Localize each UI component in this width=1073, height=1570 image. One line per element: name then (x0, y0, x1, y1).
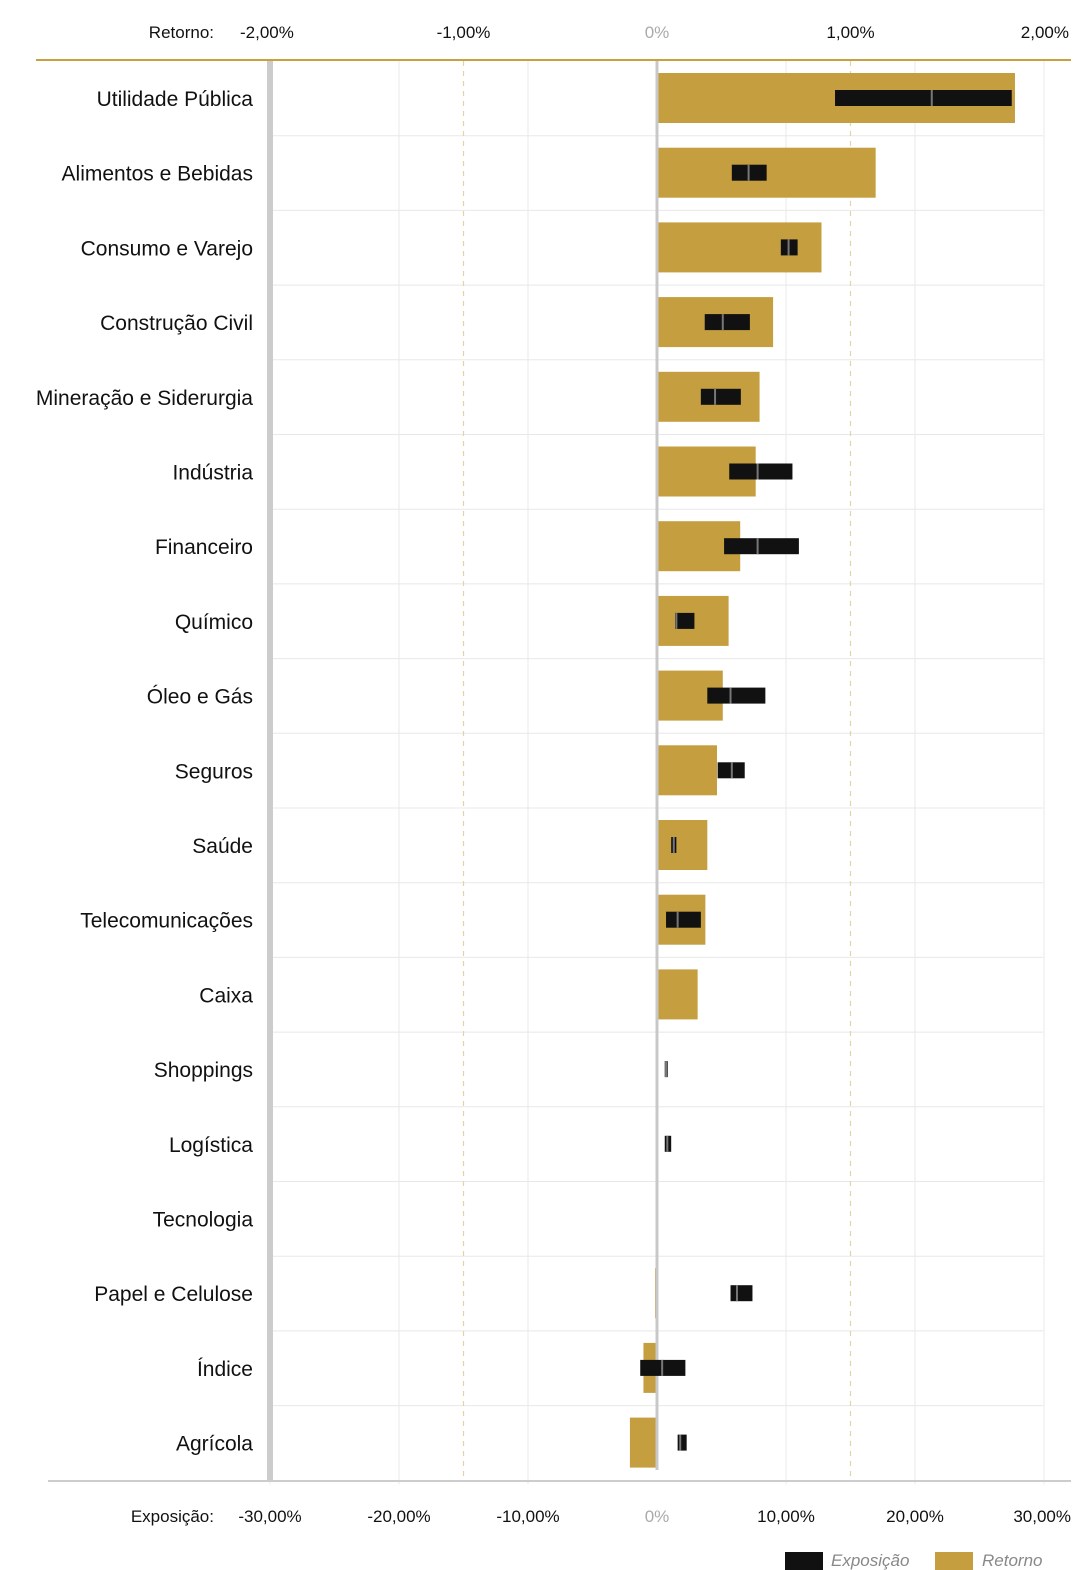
category-label: Financeiro (155, 536, 253, 559)
exposure-bar (707, 687, 766, 704)
return-tick-label: 1,00% (826, 23, 874, 42)
exposure-tick-label: 0% (645, 1507, 670, 1526)
category-label: Índice (197, 1358, 253, 1381)
return-bar (657, 745, 717, 796)
exposure-tick-label: 30,00% (1013, 1507, 1071, 1526)
category-label: Construção Civil (100, 312, 253, 335)
exposure-bar (675, 612, 695, 629)
return-tick-label: 0% (645, 23, 670, 42)
category-label: Óleo e Gás (147, 686, 253, 709)
legend-swatch-exposicao (785, 1552, 823, 1570)
category-label: Químico (175, 611, 253, 634)
category-label: Mineração e Siderurgia (36, 387, 253, 410)
exposure-tick-label: -20,00% (367, 1507, 430, 1526)
exposure-bar (666, 911, 701, 928)
category-label: Logística (169, 1134, 253, 1157)
category-label: Shoppings (154, 1059, 253, 1082)
category-label: Consumo e Varejo (81, 237, 253, 260)
return-axis-label: Retorno: (149, 23, 214, 42)
exposure-tick-label: -10,00% (496, 1507, 559, 1526)
return-tick-label: -1,00% (437, 23, 491, 42)
left-axis-bar (267, 61, 273, 1482)
return-tick-label: 2,00% (1021, 23, 1069, 42)
exposure-tick-label: 20,00% (886, 1507, 944, 1526)
category-label: Telecomunicações (80, 910, 253, 933)
return-tick-label: -2,00% (240, 23, 294, 42)
exposure-bar (835, 90, 1012, 106)
category-label: Tecnologia (153, 1209, 254, 1232)
return-bar (629, 1417, 657, 1468)
exposure-bar (730, 1285, 753, 1302)
exposure-bar (704, 314, 750, 331)
category-label: Caixa (199, 984, 253, 1007)
exposure-tick-label: -30,00% (238, 1507, 301, 1526)
exposure-bar (700, 388, 741, 405)
category-label: Indústria (172, 462, 253, 485)
exposure-bar (724, 538, 799, 555)
exposure-axis-label: Exposição: (131, 1507, 214, 1526)
return-bar (657, 969, 698, 1020)
category-label: Utilidade Pública (97, 88, 254, 111)
exposure-bar (677, 1434, 687, 1451)
category-label: Saúde (192, 835, 253, 858)
exposure-bar (729, 463, 793, 480)
legend-swatch-retorno (935, 1552, 973, 1570)
category-label: Papel e Celulose (94, 1283, 253, 1306)
legend-label-retorno: Retorno (982, 1551, 1042, 1570)
category-label: Agrícola (176, 1433, 253, 1456)
category-label: Seguros (175, 760, 253, 783)
legend-label-exposicao: Exposição (831, 1551, 909, 1570)
exposure-tick-label: 10,00% (757, 1507, 815, 1526)
category-label: Alimentos e Bebidas (62, 163, 253, 186)
return-bar (657, 820, 708, 870)
